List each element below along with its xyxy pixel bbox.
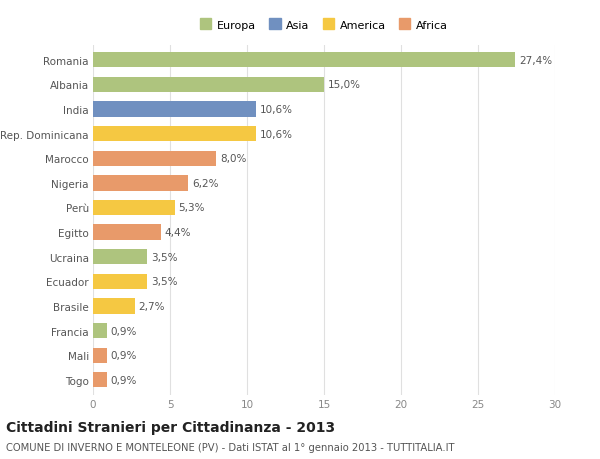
Text: 5,3%: 5,3%: [178, 203, 205, 213]
Bar: [93, 127, 256, 142]
Bar: [93, 250, 147, 265]
Text: 0,9%: 0,9%: [111, 326, 137, 336]
Legend: Europa, Asia, America, Africa: Europa, Asia, America, Africa: [198, 18, 450, 34]
Text: 4,4%: 4,4%: [164, 228, 191, 238]
Bar: [93, 299, 134, 314]
Bar: [93, 176, 188, 191]
Text: COMUNE DI INVERNO E MONTELEONE (PV) - Dati ISTAT al 1° gennaio 2013 - TUTTITALIA: COMUNE DI INVERNO E MONTELEONE (PV) - Da…: [6, 442, 455, 452]
Bar: [93, 323, 107, 338]
Bar: [93, 78, 324, 93]
Bar: [93, 201, 175, 216]
Bar: [93, 102, 256, 118]
Text: 2,7%: 2,7%: [139, 301, 165, 311]
Text: 6,2%: 6,2%: [193, 179, 219, 189]
Text: 27,4%: 27,4%: [519, 56, 552, 66]
Text: 10,6%: 10,6%: [260, 105, 293, 115]
Text: 8,0%: 8,0%: [220, 154, 247, 164]
Bar: [93, 151, 216, 167]
Text: 15,0%: 15,0%: [328, 80, 361, 90]
Bar: [93, 348, 107, 363]
Text: 10,6%: 10,6%: [260, 129, 293, 140]
Text: 3,5%: 3,5%: [151, 277, 177, 287]
Bar: [93, 274, 147, 289]
Bar: [93, 372, 107, 387]
Text: Cittadini Stranieri per Cittadinanza - 2013: Cittadini Stranieri per Cittadinanza - 2…: [6, 420, 335, 434]
Text: 0,9%: 0,9%: [111, 350, 137, 360]
Text: 0,9%: 0,9%: [111, 375, 137, 385]
Bar: [93, 53, 515, 68]
Bar: [93, 225, 161, 240]
Text: 3,5%: 3,5%: [151, 252, 177, 262]
